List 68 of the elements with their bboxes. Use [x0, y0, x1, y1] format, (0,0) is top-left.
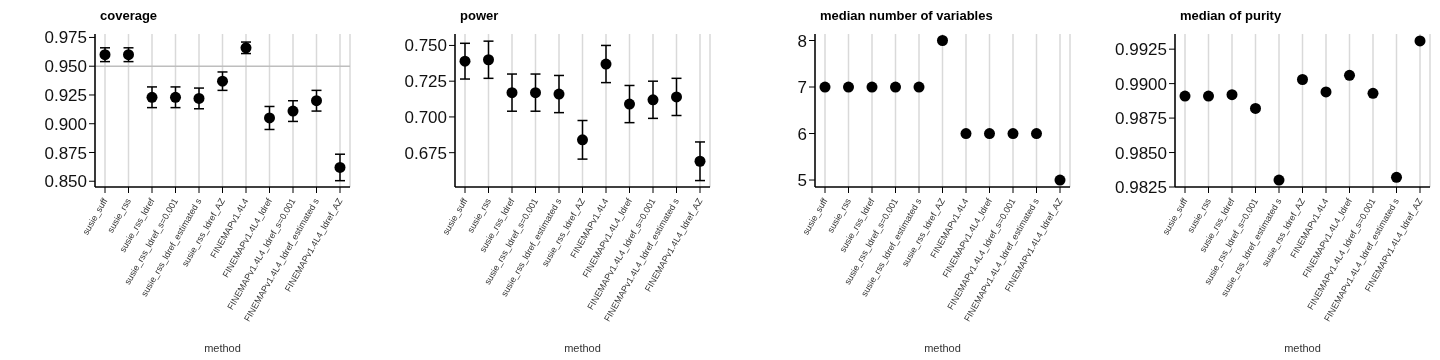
point	[287, 105, 299, 117]
y-tick-label: 0.950	[44, 57, 87, 77]
point	[600, 58, 612, 70]
point	[1054, 174, 1066, 186]
point	[334, 161, 346, 173]
point	[1320, 86, 1332, 98]
point	[843, 81, 854, 93]
point	[530, 87, 541, 99]
point	[890, 81, 901, 93]
point	[624, 98, 635, 110]
y-tick-label: 6	[797, 124, 807, 144]
point	[459, 55, 471, 67]
point	[1179, 90, 1191, 102]
point	[937, 35, 948, 47]
y-tick-label: 0.975	[44, 28, 87, 48]
chart-title: median number of variables	[820, 8, 993, 23]
y-tick-label: 0.700	[404, 107, 447, 127]
point	[553, 88, 565, 100]
y-tick-label: 0.9825	[1115, 178, 1167, 198]
point	[1031, 128, 1042, 140]
point	[960, 128, 972, 140]
point	[1273, 174, 1285, 186]
point	[913, 81, 925, 93]
point	[170, 91, 181, 103]
point	[694, 155, 706, 167]
point	[146, 91, 158, 103]
y-tick-label: 8	[797, 31, 807, 51]
point	[217, 75, 228, 87]
point	[506, 87, 518, 99]
x-axis-title: method	[1284, 342, 1321, 354]
chart-title: coverage	[100, 8, 158, 23]
y-tick-label: 0.9925	[1115, 40, 1167, 60]
point	[577, 134, 588, 146]
point	[647, 94, 659, 106]
y-tick-label: 0.9850	[1115, 143, 1167, 163]
point	[1344, 69, 1355, 81]
point	[483, 54, 494, 66]
point	[1367, 87, 1379, 99]
x-axis-title: method	[564, 342, 601, 354]
point	[866, 81, 878, 93]
point	[193, 92, 205, 104]
point	[671, 91, 682, 103]
chart-title: median of purity	[1180, 8, 1282, 23]
y-tick-label: 0.850	[44, 172, 87, 192]
y-tick-label: 0.925	[44, 86, 87, 105]
x-axis-title: method	[204, 342, 241, 354]
point	[1226, 89, 1238, 101]
point	[819, 81, 831, 93]
point	[311, 95, 322, 107]
y-tick-label: 0.9875	[1115, 109, 1167, 129]
point	[1250, 102, 1261, 114]
point	[264, 112, 275, 124]
y-tick-label: 5	[797, 171, 807, 191]
x-axis-title: method	[924, 342, 961, 354]
point	[1007, 128, 1019, 140]
point	[1297, 73, 1308, 85]
point	[984, 128, 995, 140]
y-tick-label: 7	[797, 78, 807, 98]
y-tick-label: 0.750	[404, 36, 447, 56]
point	[1391, 171, 1402, 183]
point	[1414, 35, 1426, 47]
y-tick-label: 0.900	[44, 114, 87, 134]
y-tick-label: 0.9900	[1115, 74, 1167, 94]
chart-title: power	[460, 8, 499, 23]
point	[1203, 90, 1214, 102]
y-tick-label: 0.675	[404, 143, 447, 163]
y-tick-label: 0.725	[404, 72, 447, 92]
y-tick-label: 0.875	[44, 143, 87, 163]
